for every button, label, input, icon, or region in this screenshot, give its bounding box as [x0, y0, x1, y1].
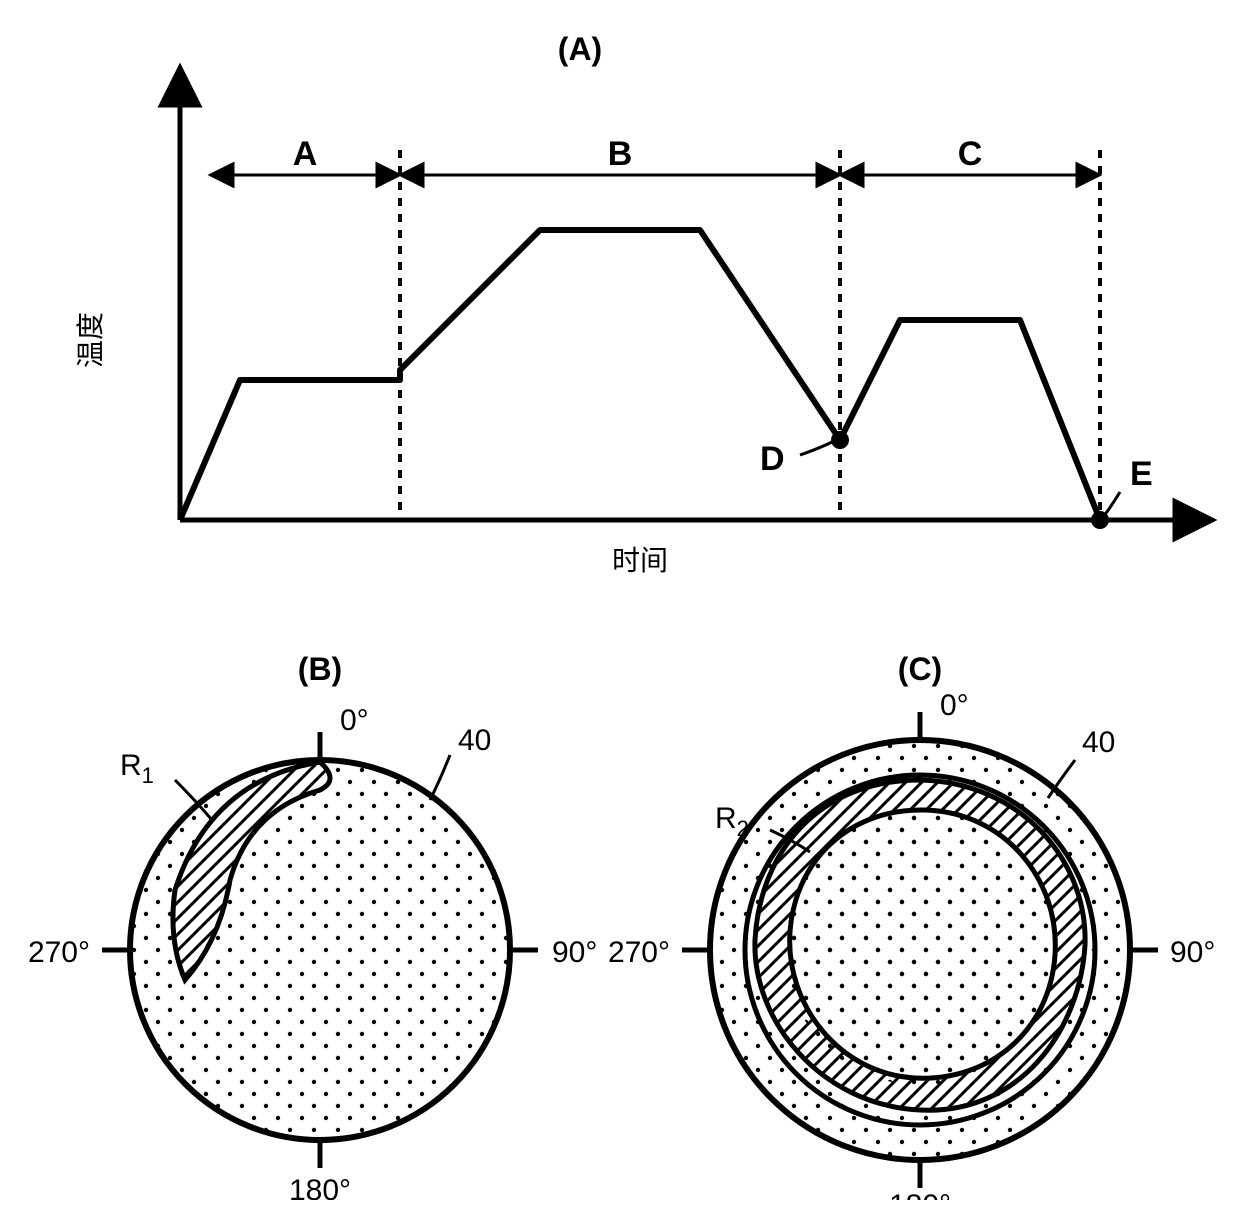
region-b: B — [420, 135, 820, 175]
region-b-label: B — [608, 135, 633, 173]
x-axis-label: 时间 — [612, 545, 668, 576]
region-c-label: C — [958, 135, 983, 173]
angle-b-left: 270° — [28, 936, 90, 969]
region-a-label: A — [293, 135, 318, 173]
angle-c-right: 90° — [1170, 936, 1215, 969]
panel-a-chart: A B C D E 时间 — [180, 100, 1180, 576]
point-d — [831, 431, 849, 449]
point-e-label: E — [1130, 455, 1153, 493]
figure-svg: (A) A B C D E — [20, 20, 1220, 1200]
angle-b-bottom: 180° — [289, 1174, 351, 1200]
ref-c-40: 40 — [1082, 726, 1115, 759]
point-d-label: D — [760, 440, 785, 478]
temp-profile — [180, 230, 1100, 520]
panel-c-label: (C) — [898, 651, 942, 687]
figure-container: (A) A B C D E — [20, 20, 1220, 1200]
panel-b-label: (B) — [298, 651, 342, 687]
y-axis-label: 温度 — [75, 312, 106, 368]
angle-b-top: 0° — [340, 704, 369, 737]
angle-b-right: 90° — [552, 936, 597, 969]
angle-c-left: 270° — [608, 936, 670, 969]
panel-b-diagram: 0° 90° 180° 270° 40 R1 — [28, 704, 597, 1200]
region-c: C — [860, 135, 1080, 175]
panel-c-diagram: 0° 90° 180° 270° 40 R2 — [608, 689, 1215, 1200]
region-r2-label: R2 — [715, 802, 749, 841]
angle-c-bottom: 180° — [889, 1189, 951, 1200]
panel-a-label: (A) — [558, 31, 602, 67]
region-a: A — [230, 135, 380, 175]
region-r1-label: R1 — [120, 749, 154, 788]
angle-c-top: 0° — [940, 689, 969, 722]
ref-b-40: 40 — [458, 724, 491, 757]
